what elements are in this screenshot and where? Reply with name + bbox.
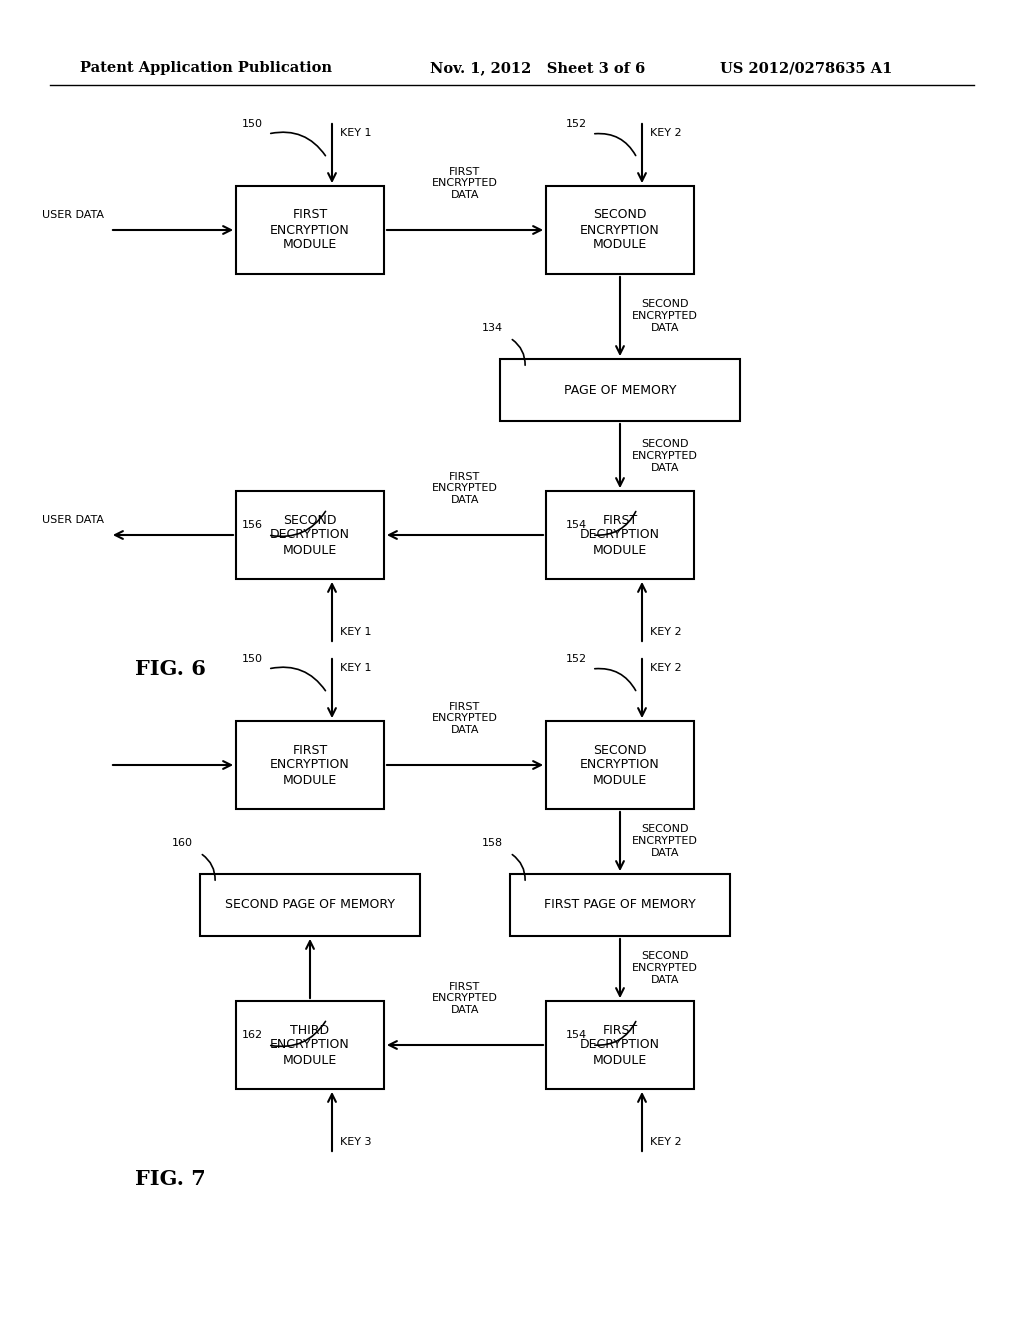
Bar [546, 186, 694, 275]
Text: FIRST
ENCRYPTION
MODULE: FIRST ENCRYPTION MODULE [270, 209, 350, 252]
Text: KEY 1: KEY 1 [340, 627, 372, 638]
Text: KEY 3: KEY 3 [340, 1137, 372, 1147]
FancyArrowPatch shape [512, 339, 525, 366]
Text: 134: 134 [481, 323, 503, 333]
Text: 152: 152 [565, 119, 587, 129]
Text: SECOND
ENCRYPTED
DATA: SECOND ENCRYPTED DATA [632, 825, 698, 858]
Text: FIRST
ENCRYPTED
DATA: FIRST ENCRYPTED DATA [432, 166, 498, 201]
Text: FIRST
DECRYPTION
MODULE: FIRST DECRYPTION MODULE [580, 1023, 660, 1067]
Text: FIRST PAGE OF MEMORY: FIRST PAGE OF MEMORY [544, 899, 696, 912]
Text: 160: 160 [171, 838, 193, 847]
Text: Patent Application Publication: Patent Application Publication [80, 61, 332, 75]
Text: 158: 158 [481, 838, 503, 847]
Text: PAGE OF MEMORY: PAGE OF MEMORY [564, 384, 676, 396]
Text: KEY 2: KEY 2 [650, 1137, 682, 1147]
Bar [236, 491, 384, 579]
Bar [500, 359, 740, 421]
FancyArrowPatch shape [595, 133, 636, 156]
Text: SECOND
DECRYPTION
MODULE: SECOND DECRYPTION MODULE [270, 513, 350, 557]
Text: FIRST
ENCRYPTED
DATA: FIRST ENCRYPTED DATA [432, 982, 498, 1015]
Text: FIG. 7: FIG. 7 [135, 1170, 206, 1189]
Text: FIRST
DECRYPTION
MODULE: FIRST DECRYPTION MODULE [580, 513, 660, 557]
Text: Nov. 1, 2012   Sheet 3 of 6: Nov. 1, 2012 Sheet 3 of 6 [430, 61, 645, 75]
FancyArrowPatch shape [512, 854, 525, 880]
Bar [200, 874, 420, 936]
Text: THIRD
ENCRYPTION
MODULE: THIRD ENCRYPTION MODULE [270, 1023, 350, 1067]
Text: SECOND PAGE OF MEMORY: SECOND PAGE OF MEMORY [225, 899, 395, 912]
FancyArrowPatch shape [595, 511, 636, 535]
Bar [510, 874, 730, 936]
FancyArrowPatch shape [270, 511, 326, 536]
Text: KEY 1: KEY 1 [340, 128, 372, 139]
Bar [546, 721, 694, 809]
FancyArrowPatch shape [270, 1022, 326, 1047]
Text: SECOND
ENCRYPTED
DATA: SECOND ENCRYPTED DATA [632, 952, 698, 985]
Text: SECOND
ENCRYPTION
MODULE: SECOND ENCRYPTION MODULE [581, 209, 659, 252]
FancyArrowPatch shape [270, 667, 326, 690]
Text: 156: 156 [242, 520, 262, 531]
Text: FIG. 6: FIG. 6 [135, 659, 206, 678]
Bar [236, 1001, 384, 1089]
FancyArrowPatch shape [270, 132, 326, 156]
Text: US 2012/0278635 A1: US 2012/0278635 A1 [720, 61, 892, 75]
Text: 154: 154 [565, 520, 587, 531]
FancyArrowPatch shape [595, 668, 636, 690]
Text: FIRST
ENCRYPTED
DATA: FIRST ENCRYPTED DATA [432, 471, 498, 506]
Bar [546, 1001, 694, 1089]
Text: KEY 2: KEY 2 [650, 627, 682, 638]
Bar [546, 491, 694, 579]
Text: KEY 2: KEY 2 [650, 663, 682, 673]
Bar [236, 186, 384, 275]
FancyArrowPatch shape [203, 854, 215, 880]
Text: SECOND
ENCRYPTED
DATA: SECOND ENCRYPTED DATA [632, 440, 698, 473]
Text: 150: 150 [242, 119, 262, 129]
Text: FIRST
ENCRYPTION
MODULE: FIRST ENCRYPTION MODULE [270, 743, 350, 787]
Text: KEY 2: KEY 2 [650, 128, 682, 139]
Text: 162: 162 [242, 1030, 262, 1040]
Text: SECOND
ENCRYPTION
MODULE: SECOND ENCRYPTION MODULE [581, 743, 659, 787]
FancyArrowPatch shape [595, 1022, 636, 1045]
Text: USER DATA: USER DATA [42, 210, 104, 220]
Text: USER DATA: USER DATA [42, 515, 104, 525]
Text: FIRST
ENCRYPTED
DATA: FIRST ENCRYPTED DATA [432, 702, 498, 735]
Text: KEY 1: KEY 1 [340, 663, 372, 673]
Text: 150: 150 [242, 653, 262, 664]
Bar [236, 721, 384, 809]
Text: 154: 154 [565, 1030, 587, 1040]
Text: SECOND
ENCRYPTED
DATA: SECOND ENCRYPTED DATA [632, 300, 698, 333]
Text: 152: 152 [565, 653, 587, 664]
